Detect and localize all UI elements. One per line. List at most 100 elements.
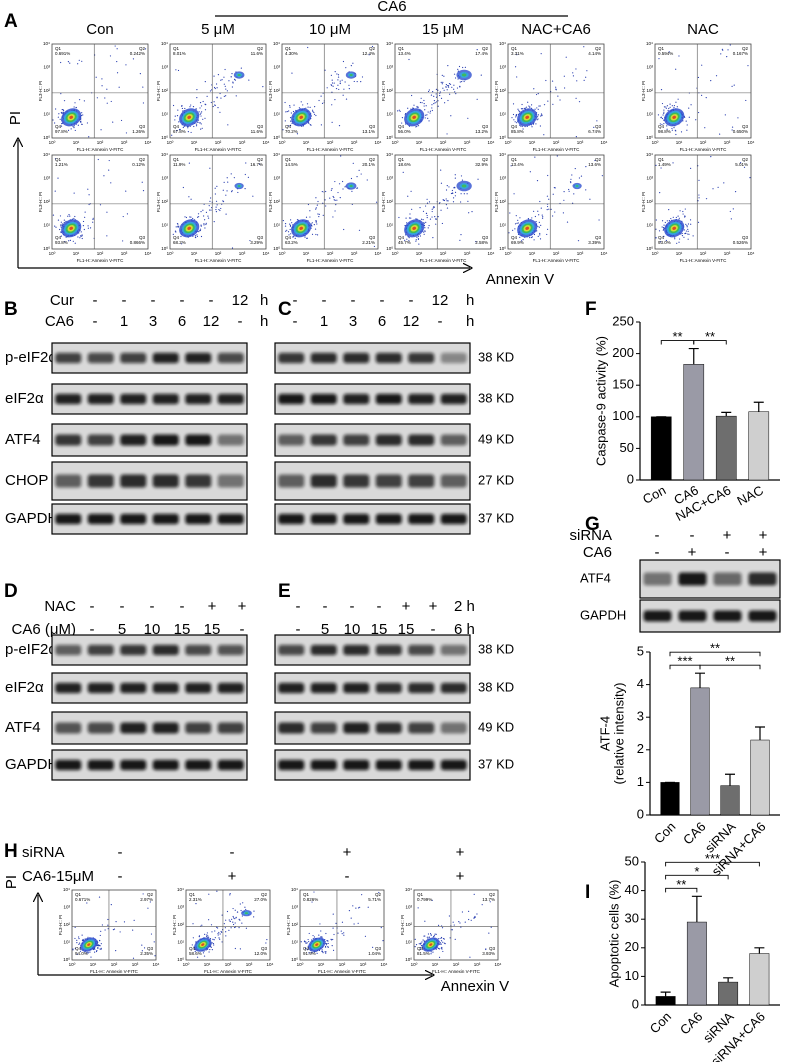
event-dot <box>60 225 61 226</box>
band <box>153 723 179 734</box>
protein-label: GAPDH <box>5 756 58 773</box>
plot-tick: 10⁰ <box>297 962 304 967</box>
event-dot <box>325 953 326 954</box>
event-dot <box>675 69 676 70</box>
event-dot <box>535 216 536 217</box>
density <box>462 185 467 188</box>
event-dot <box>233 917 234 918</box>
event-dot <box>655 237 656 238</box>
band <box>343 514 369 524</box>
plot-tick: 10³ <box>239 140 246 145</box>
event-dot <box>334 99 335 100</box>
event-dot <box>339 183 340 184</box>
event-dot <box>79 99 80 100</box>
event-dot <box>571 174 572 175</box>
event-dot <box>301 941 302 942</box>
event-dot <box>534 109 535 110</box>
event-dot <box>208 218 209 219</box>
band <box>441 353 467 363</box>
event-dot <box>356 188 357 189</box>
event-dot <box>710 156 711 157</box>
plot-tick: 10² <box>646 199 653 204</box>
band <box>408 475 434 488</box>
event-dot <box>177 109 178 110</box>
flow-plot: Q114.5%Q220.1%Q32.21%Q463.2%10⁰10⁰10¹10¹… <box>268 152 381 263</box>
event-dot <box>674 238 675 239</box>
band <box>120 394 146 404</box>
plot-tick: 10³ <box>43 65 50 70</box>
event-dot <box>244 188 245 189</box>
event-dot <box>234 918 235 919</box>
kd-label: 49 KD <box>478 431 514 446</box>
event-dot <box>216 207 217 208</box>
event-dot <box>345 81 346 82</box>
event-dot <box>547 196 548 197</box>
plot-tick: 10⁴ <box>273 41 280 46</box>
event-dot <box>538 109 539 110</box>
event-dot <box>399 110 400 111</box>
panel-label: D <box>4 581 18 602</box>
event-dot <box>332 928 333 929</box>
event-dot <box>221 79 222 80</box>
event-dot <box>200 113 201 114</box>
quadrant-value: 1.26% <box>132 129 145 134</box>
event-dot <box>100 935 101 936</box>
event-dot <box>215 105 216 106</box>
plot-tick: 10⁴ <box>601 140 608 145</box>
event-dot <box>186 217 187 218</box>
event-dot <box>519 237 520 238</box>
event-dot <box>107 919 108 920</box>
event-dot <box>109 160 110 161</box>
event-dot <box>343 89 344 90</box>
event-dot <box>68 61 69 62</box>
event-dot <box>318 216 319 217</box>
event-dot <box>686 121 687 122</box>
event-dot <box>299 107 300 108</box>
event-dot <box>513 119 514 120</box>
event-dot <box>540 105 541 106</box>
event-dot <box>687 229 688 230</box>
plot-tick: 10¹ <box>432 962 439 967</box>
event-dot <box>442 223 443 224</box>
event-dot <box>206 223 207 224</box>
event-dot <box>122 240 123 241</box>
plot-tick: 10⁴ <box>375 140 382 145</box>
event-dot <box>340 197 341 198</box>
event-dot <box>211 102 212 103</box>
quadrant-value: 12.0% <box>254 951 267 956</box>
event-dot <box>86 902 87 903</box>
band <box>88 353 114 363</box>
event-dot <box>197 122 198 123</box>
event-dot <box>464 81 465 82</box>
event-dot <box>213 944 214 945</box>
event-dot <box>74 106 75 107</box>
event-dot <box>289 224 290 225</box>
band <box>343 683 369 693</box>
event-dot <box>59 229 60 230</box>
condition-cell: + <box>429 598 438 615</box>
error-bar <box>689 349 699 365</box>
event-dot <box>542 214 543 215</box>
panel-label: A <box>4 11 18 32</box>
event-dot <box>75 243 76 244</box>
event-dot <box>575 98 576 99</box>
event-dot <box>361 894 362 895</box>
plot-tick: 10⁴ <box>646 152 653 157</box>
event-dot <box>323 215 324 216</box>
event-dot <box>663 112 664 113</box>
event-dot <box>326 944 327 945</box>
plot-y-label: FL3-H:: PI <box>38 192 43 213</box>
event-dot <box>428 111 429 112</box>
event-dot <box>223 77 224 78</box>
event-dot <box>94 952 95 953</box>
x-tick-label: Con <box>647 1009 674 1036</box>
event-dot <box>518 110 519 111</box>
event-dot <box>459 86 460 87</box>
event-dot <box>718 187 719 188</box>
event-dot <box>541 115 542 116</box>
event-dot <box>55 227 56 228</box>
event-dot <box>516 223 517 224</box>
event-dot <box>704 127 705 128</box>
event-dot <box>358 907 359 908</box>
event-dot <box>71 128 72 129</box>
